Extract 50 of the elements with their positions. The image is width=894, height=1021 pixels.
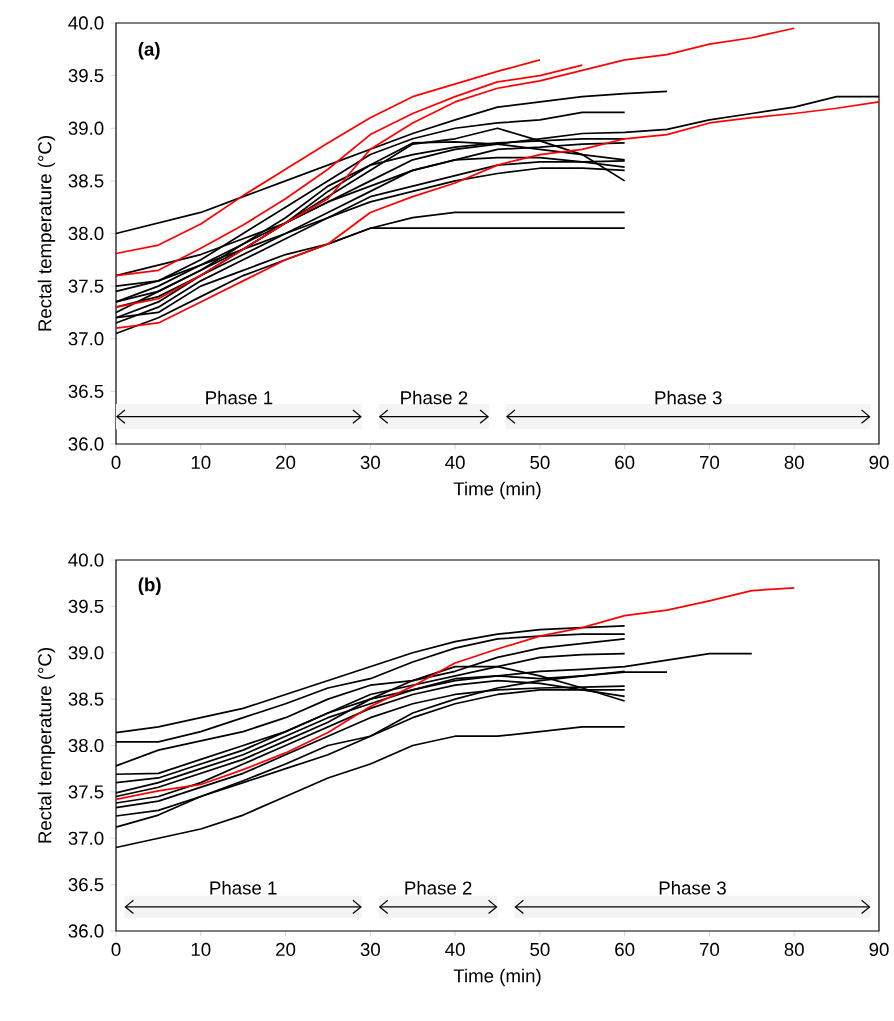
y-tick-label: 36.5 [68,878,104,892]
band-label: Phase 2 [405,880,472,895]
x-tick-label: 60 [615,942,635,957]
y-tick-label: 37.5 [68,785,104,799]
y-tick-label: 36.0 [68,924,104,938]
x-tick-label: 50 [530,942,550,957]
x-tick-label: 20 [276,942,296,957]
y-tick-label: 37.0 [68,831,104,845]
x-tick-label: 80 [784,942,804,957]
x-tick-label: 0 [111,942,121,957]
x-tick-label: 20 [276,455,296,470]
x-tick-label: 40 [445,942,465,957]
y-tick-label: 40.0 [68,553,104,567]
y-tick-label: 38.0 [68,226,104,241]
band-label: Phase 1 [206,390,273,405]
y-tick-label: 38.0 [68,738,104,753]
y-tick-label: 39.5 [68,599,104,613]
x-tick-label: 60 [615,455,635,470]
annotation: (b) [138,577,161,596]
band-label: Phase 2 [401,390,468,405]
x-tick-label: 90 [869,455,889,470]
annotation: (a) [138,42,160,60]
x-axis-title: Time (min) [453,968,541,987]
y-tick-label: 39.0 [68,646,104,660]
y-tick-label: 38.5 [68,174,104,188]
y-tick-label: 37.5 [68,279,104,293]
x-tick-label: 30 [360,942,380,957]
y-tick-label: 36.5 [68,384,104,398]
band-label: Phase 3 [659,880,726,895]
x-tick-label: 10 [191,455,211,470]
y-tick-label: 39.0 [68,121,104,135]
x-tick-label: 70 [700,942,720,957]
x-tick-label: 30 [360,455,380,470]
x-tick-label: 70 [700,455,720,470]
y-tick-label: 38.5 [68,692,104,706]
x-tick-label: 40 [445,455,465,470]
y-tick-label: 36.0 [68,437,104,451]
y-axis-title: Rectal temperature (°C) [37,136,56,331]
y-tick-label: 37.0 [68,332,104,346]
x-tick-label: 0 [111,455,121,470]
y-tick-label: 40.0 [68,16,104,30]
x-axis-title: Time (min) [453,481,541,500]
x-tick-label: 50 [530,455,550,470]
x-tick-label: 80 [784,455,804,470]
band-label: Phase 1 [210,880,277,895]
y-axis-title: Rectal temperature (°C) [37,648,56,843]
band-label: Phase 3 [655,390,722,405]
x-tick-label: 90 [869,942,889,957]
y-tick-label: 39.5 [68,69,104,83]
x-tick-label: 10 [191,942,211,957]
